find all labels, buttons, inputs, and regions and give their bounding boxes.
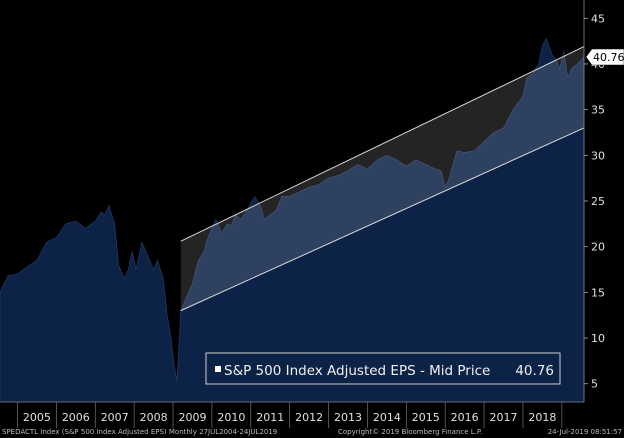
y-tick-label: 25: [591, 195, 605, 208]
x-tick-label: 2013: [334, 411, 362, 424]
x-tick-label: 2016: [451, 411, 479, 424]
last-value-tag-shape: [585, 48, 624, 66]
x-tick-label: 2017: [490, 411, 518, 424]
trend-channel-lower-line: [180, 127, 585, 312]
legend-frame: [205, 352, 561, 385]
last-value-tag: 40.76: [585, 48, 624, 66]
x-tick-label: 2012: [295, 411, 323, 424]
x-tick-label: 2007: [101, 411, 129, 424]
legend-box: S&P 500 Index Adjusted EPS - Mid Price 4…: [205, 352, 561, 385]
y-tick-label: 10: [591, 332, 605, 345]
x-tick-label: 2015: [412, 411, 440, 424]
trend-channel-upper-line: [180, 46, 585, 242]
x-tick-label: 2018: [528, 411, 556, 424]
eps-area: [0, 37, 585, 403]
y-tick-label: 30: [591, 149, 605, 162]
x-tick-label: 2005: [23, 411, 51, 424]
x-tick-label: 2006: [62, 411, 90, 424]
footer-copyright: Copyright© 2019 Bloomberg Finance L.P.: [338, 428, 483, 436]
y-tick-label: 15: [591, 286, 605, 299]
legend-label: S&P 500 Index Adjusted EPS - Mid Price: [224, 363, 490, 379]
y-axis: 51015202530354045: [583, 0, 605, 402]
y-tick-label: 35: [591, 104, 605, 117]
y-tick-label: 20: [591, 241, 605, 254]
y-tick-label: 45: [591, 12, 605, 25]
footer: SPEDACTL Index (S&P 500 Index Adjusted E…: [0, 428, 624, 438]
x-tick-label: 2008: [140, 411, 168, 424]
y-tick-label: 5: [591, 378, 598, 391]
footer-timestamp: 24-Jul-2019 08:51:57: [547, 428, 622, 436]
legend-swatch: [215, 366, 221, 372]
last-value-label: 40.76: [593, 51, 624, 64]
x-tick-label: 2011: [256, 411, 284, 424]
x-tick-label: 2014: [373, 411, 401, 424]
x-axis: 2005 2006 2007 2008 2009 2010 2011 2012 2013 2014…: [0, 401, 584, 428]
eps-chart: 51015202530354045 2005200620072008200920…: [0, 0, 624, 428]
x-tick-label: 2009: [178, 411, 206, 424]
trend-channel-band: [180, 46, 584, 311]
x-tick-label: 2010: [217, 411, 245, 424]
footer-source: SPEDACTL Index (S&P 500 Index Adjusted E…: [2, 428, 278, 436]
legend-value: 40.76: [515, 363, 554, 379]
